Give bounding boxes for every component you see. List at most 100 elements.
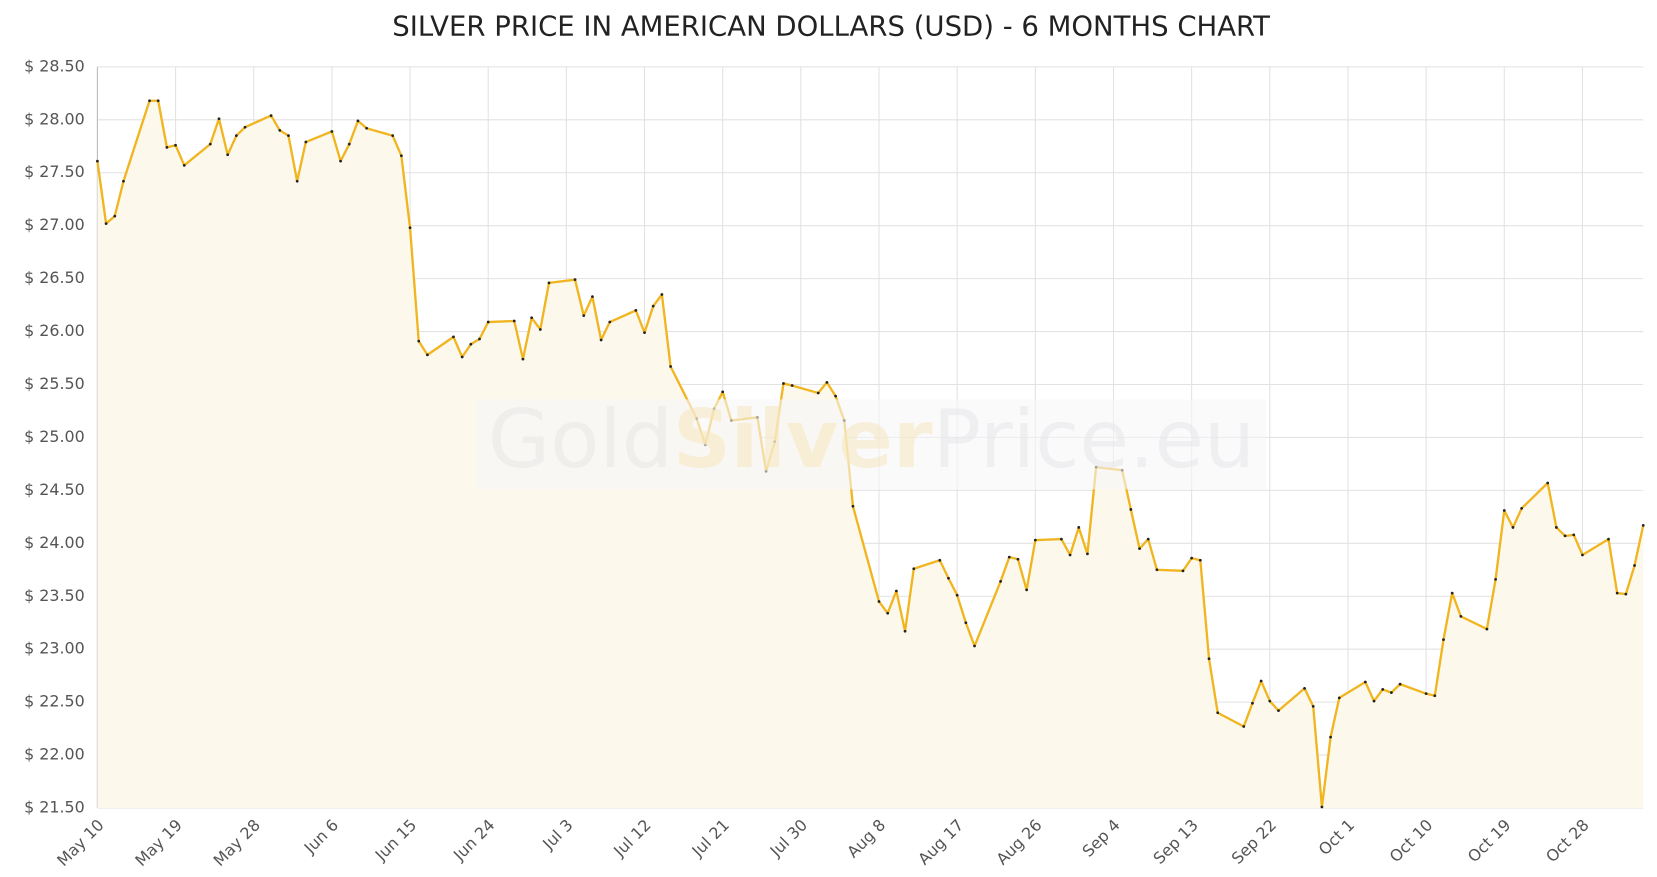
x-tick-label: Sep 13 — [1149, 815, 1201, 867]
point — [156, 99, 160, 103]
y-tick-label: $ 23.00 — [24, 639, 85, 658]
y-tick-label: $ 23.50 — [24, 586, 85, 605]
point — [174, 143, 177, 147]
point — [1016, 557, 1020, 561]
point — [903, 629, 907, 633]
x-tick-label: Jun 6 — [300, 815, 342, 857]
point — [834, 394, 837, 398]
point — [1181, 569, 1185, 573]
point — [912, 567, 916, 571]
point — [408, 226, 412, 230]
point — [1033, 538, 1037, 542]
point — [938, 558, 942, 562]
point — [1198, 558, 1202, 562]
point — [608, 320, 612, 324]
point — [460, 355, 464, 359]
point — [1459, 614, 1463, 618]
watermark: GoldSilverPrice.eu — [488, 392, 1255, 486]
point — [1190, 556, 1194, 560]
y-tick-label: $ 28.50 — [24, 56, 85, 75]
point — [486, 320, 490, 324]
point — [591, 295, 594, 298]
point — [573, 278, 577, 282]
y-tick-label: $ 24.50 — [24, 480, 85, 499]
point — [469, 342, 473, 346]
point — [399, 154, 403, 158]
y-tick-label: $ 26.50 — [24, 268, 85, 287]
point — [1363, 680, 1367, 684]
x-tick-label: Aug 8 — [843, 815, 889, 861]
point — [96, 159, 99, 163]
point — [582, 314, 586, 318]
y-tick-label: $ 27.00 — [24, 215, 85, 234]
point — [1277, 709, 1280, 712]
point — [1259, 679, 1263, 683]
point — [1442, 638, 1445, 642]
point — [1390, 691, 1393, 694]
point — [955, 593, 959, 597]
point — [886, 611, 890, 615]
point — [1572, 533, 1576, 537]
x-tick-label: May 19 — [131, 815, 186, 870]
point — [1641, 523, 1645, 527]
point — [1025, 588, 1029, 592]
point — [304, 140, 308, 144]
y-tick-label: $ 25.50 — [24, 374, 85, 393]
point — [339, 159, 342, 163]
point — [452, 335, 455, 339]
point — [104, 222, 108, 225]
point — [1068, 553, 1072, 557]
point — [964, 621, 968, 625]
x-tick-label: May 28 — [209, 815, 264, 870]
point — [426, 353, 429, 357]
point — [1320, 805, 1324, 809]
point — [1060, 537, 1063, 541]
point — [347, 142, 351, 146]
y-tick-label: $ 25.00 — [24, 427, 85, 446]
point — [634, 309, 638, 312]
point — [782, 382, 785, 385]
point — [1329, 735, 1332, 739]
y-tick-label: $ 22.50 — [24, 692, 85, 711]
point — [1216, 711, 1220, 715]
point — [1485, 627, 1489, 631]
point — [1520, 507, 1524, 510]
point — [1502, 509, 1506, 512]
point — [243, 125, 247, 129]
point — [1372, 699, 1376, 703]
point — [1546, 481, 1550, 485]
point — [1433, 694, 1437, 698]
point — [122, 179, 125, 183]
point — [599, 338, 603, 342]
point — [1581, 553, 1584, 557]
point — [530, 316, 534, 320]
point — [1381, 688, 1385, 691]
point — [165, 145, 169, 149]
point — [1494, 577, 1497, 581]
point — [790, 384, 794, 387]
point — [877, 600, 881, 603]
point — [547, 281, 551, 285]
point — [278, 129, 282, 132]
point — [1251, 701, 1254, 705]
area — [97, 100, 1644, 809]
point — [1138, 547, 1141, 550]
point — [651, 304, 655, 308]
x-tick-label: Aug 26 — [992, 815, 1045, 868]
point — [1555, 526, 1558, 529]
point — [1450, 591, 1454, 595]
point — [1077, 526, 1081, 529]
point — [894, 589, 898, 593]
point — [1615, 591, 1619, 595]
point — [391, 134, 395, 138]
point — [478, 337, 481, 341]
point — [287, 134, 290, 138]
point — [1424, 692, 1428, 696]
point — [947, 576, 950, 580]
point — [1303, 686, 1306, 690]
point — [538, 328, 542, 331]
point — [1337, 696, 1341, 700]
point — [1129, 508, 1133, 511]
x-tick-label: Sep 22 — [1228, 815, 1280, 867]
